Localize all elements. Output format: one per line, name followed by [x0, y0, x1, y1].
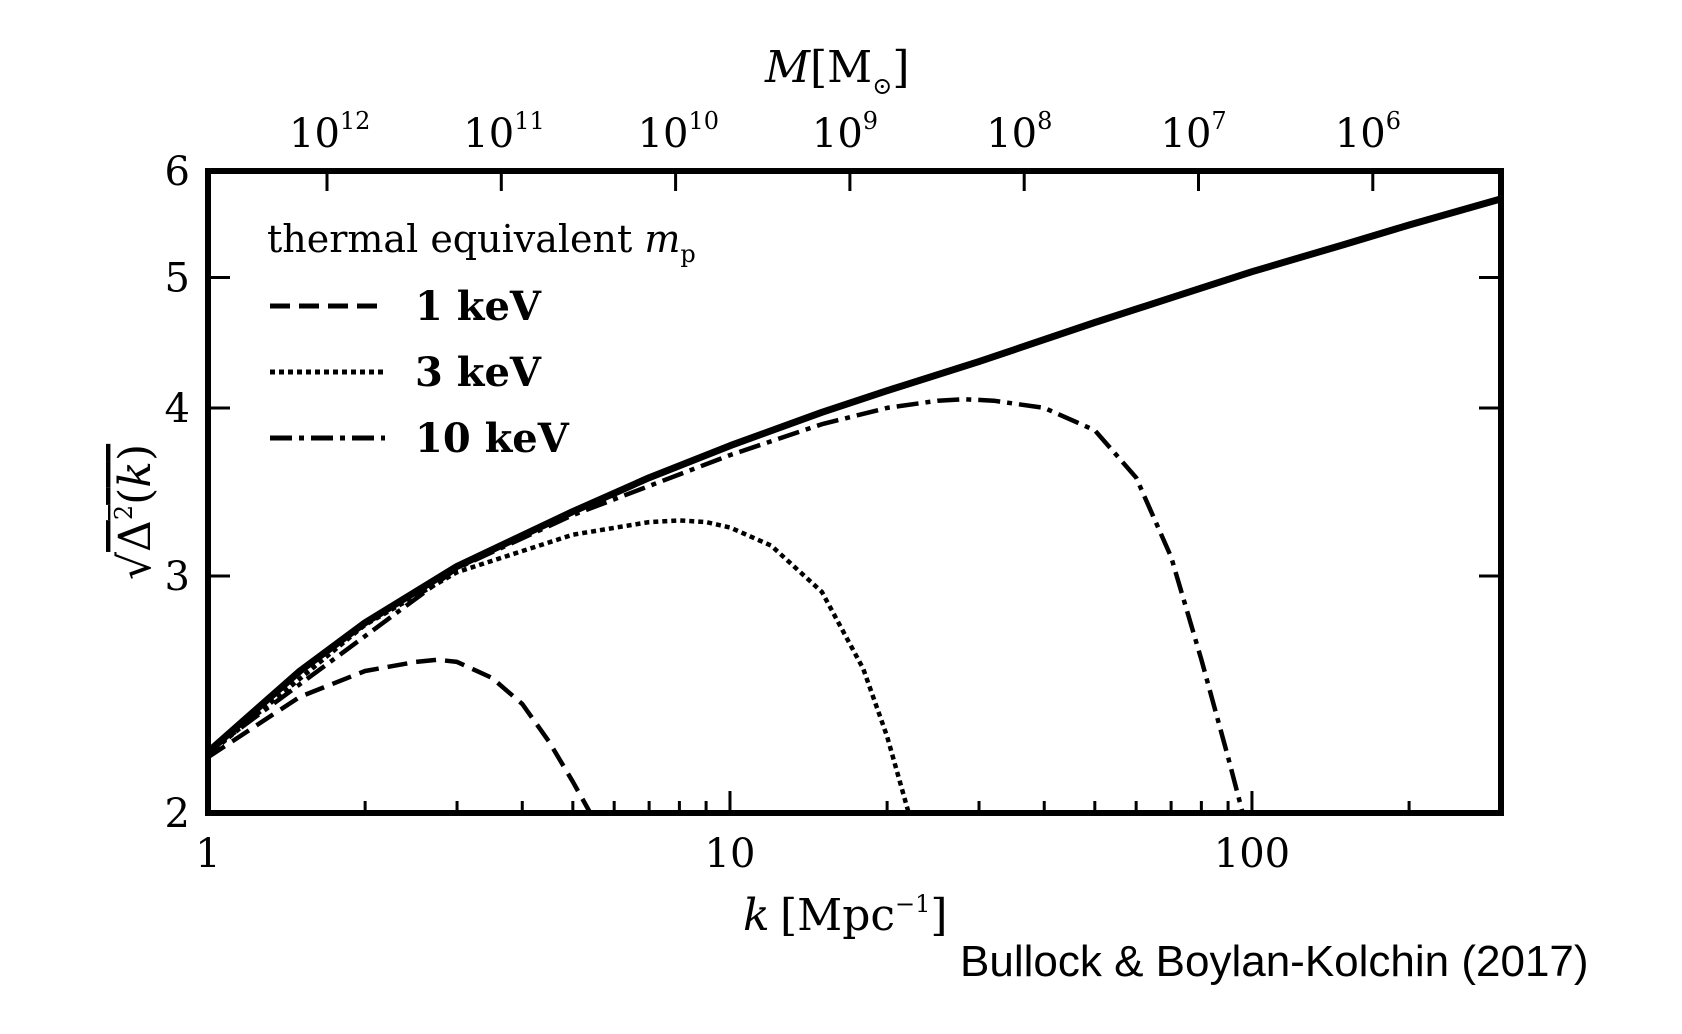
legend: thermal equivalent mp 1 keV 3 keV 10 keV — [267, 217, 696, 462]
curve-10-kev — [206, 396, 1245, 814]
top-tick-label: 109 — [812, 107, 878, 157]
top-tick-label: 1010 — [638, 107, 719, 157]
x-tick-label: 10 — [705, 831, 756, 877]
y-tick-label: 5 — [165, 256, 190, 302]
legend-label-1kev: 1 keV — [415, 283, 542, 330]
top-tick-label: 107 — [1161, 107, 1227, 157]
top-tick-label: 106 — [1335, 107, 1401, 157]
y-tick-label: 3 — [165, 554, 190, 600]
top-tick-label: 1012 — [289, 107, 370, 157]
x-tick-label: 1 — [195, 831, 220, 877]
curve-3-kev — [206, 518, 911, 814]
labels-layer: 1 10 100 1012 1011 1010 109 108 107 106 2 3 4 5 6 — [165, 107, 1401, 877]
curve-1-kev — [206, 657, 593, 815]
curves-layer — [205, 195, 1502, 815]
ticks-layer — [206, 169, 1503, 815]
x-axis-title-unit: [Mpc−1] — [780, 890, 948, 941]
y-tick-label: 6 — [165, 149, 190, 195]
y-axis-title: √Δ2(k) — [110, 444, 161, 580]
top-tick-label: 108 — [986, 107, 1052, 157]
top-axis-title-symbol: M — [764, 42, 811, 93]
plot-frame — [205, 168, 1504, 816]
x-axis-title-symbol: k — [743, 890, 770, 941]
top-tick-label: 1011 — [463, 107, 544, 157]
y-axis-title-text: √Δ2(k) — [110, 444, 161, 580]
top-axis-title-unit: [M⊙] — [810, 42, 910, 100]
legend-label-10kev: 10 keV — [415, 415, 570, 462]
citation-credit: Bullock & Boylan-Kolchin (2017) — [960, 937, 1589, 986]
top-axis-title: M [M⊙] — [764, 42, 910, 100]
y-tick-label: 2 — [165, 791, 190, 837]
x-axis-title: k [Mpc−1] — [743, 890, 948, 941]
curve-cdm — [205, 195, 1502, 755]
legend-label-3kev: 3 keV — [415, 349, 542, 396]
legend-title: thermal equivalent mp — [267, 217, 696, 268]
y-tick-label: 4 — [165, 386, 190, 432]
x-tick-label: 100 — [1214, 831, 1290, 877]
